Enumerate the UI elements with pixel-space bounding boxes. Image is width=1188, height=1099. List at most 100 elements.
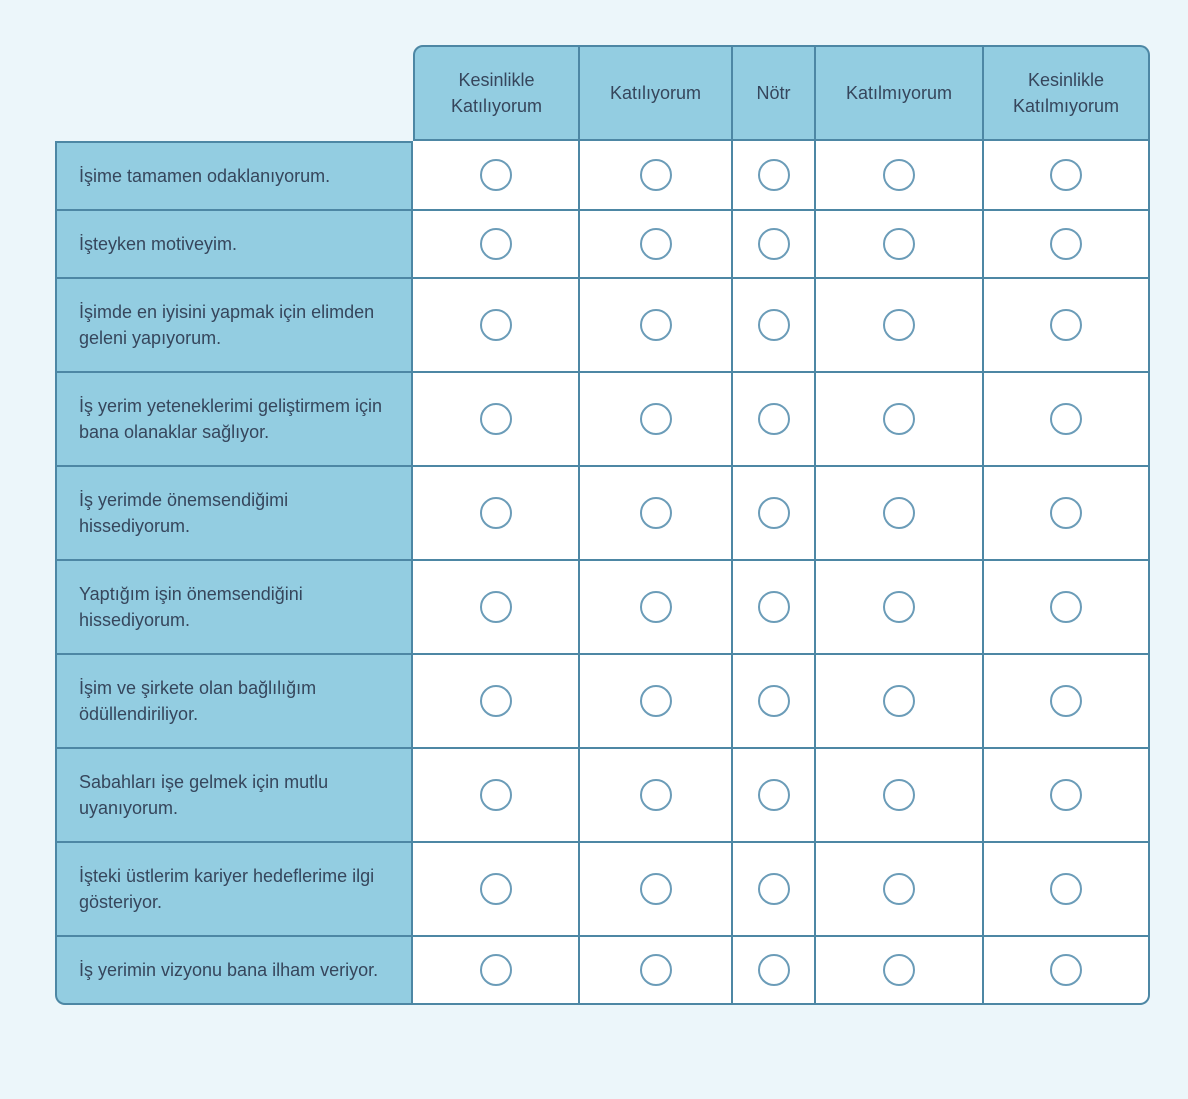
option-cell-agree[interactable] xyxy=(580,561,733,655)
radio-button[interactable] xyxy=(1050,685,1082,717)
option-cell-strongly-agree[interactable] xyxy=(413,141,580,211)
option-cell-disagree[interactable] xyxy=(816,279,984,373)
radio-button[interactable] xyxy=(479,954,512,986)
option-cell-agree[interactable] xyxy=(580,141,733,211)
radio-button[interactable] xyxy=(757,954,790,986)
option-cell-strongly-agree[interactable] xyxy=(413,655,580,749)
radio-button[interactable] xyxy=(639,497,672,529)
option-cell-strongly-agree[interactable] xyxy=(413,843,580,937)
option-cell-strongly-disagree[interactable] xyxy=(984,279,1150,373)
radio-button[interactable] xyxy=(479,779,512,811)
radio-button[interactable] xyxy=(479,685,512,717)
option-cell-disagree[interactable] xyxy=(816,561,984,655)
option-cell-neutral[interactable] xyxy=(733,937,816,1005)
option-cell-strongly-disagree[interactable] xyxy=(984,749,1150,843)
option-cell-strongly-disagree[interactable] xyxy=(984,373,1150,467)
option-cell-agree[interactable] xyxy=(580,467,733,561)
radio-button[interactable] xyxy=(883,497,915,529)
option-cell-strongly-agree[interactable] xyxy=(413,937,580,1005)
option-cell-neutral[interactable] xyxy=(733,211,816,279)
option-cell-disagree[interactable] xyxy=(816,211,984,279)
radio-button[interactable] xyxy=(1050,779,1082,811)
option-cell-strongly-disagree[interactable] xyxy=(984,467,1150,561)
option-cell-neutral[interactable] xyxy=(733,141,816,211)
option-cell-neutral[interactable] xyxy=(733,561,816,655)
radio-button[interactable] xyxy=(883,228,915,260)
option-cell-neutral[interactable] xyxy=(733,749,816,843)
radio-button[interactable] xyxy=(1050,403,1082,435)
radio-button[interactable] xyxy=(757,497,790,529)
radio-button[interactable] xyxy=(479,403,512,435)
option-cell-agree[interactable] xyxy=(580,749,733,843)
radio-button[interactable] xyxy=(479,497,512,529)
option-cell-agree[interactable] xyxy=(580,655,733,749)
option-cell-strongly-disagree[interactable] xyxy=(984,141,1150,211)
radio-button[interactable] xyxy=(479,309,512,341)
radio-button[interactable] xyxy=(757,228,790,260)
option-cell-disagree[interactable] xyxy=(816,467,984,561)
option-cell-agree[interactable] xyxy=(580,843,733,937)
option-cell-strongly-disagree[interactable] xyxy=(984,655,1150,749)
option-cell-agree[interactable] xyxy=(580,373,733,467)
option-cell-agree[interactable] xyxy=(580,279,733,373)
option-cell-neutral[interactable] xyxy=(733,843,816,937)
radio-button[interactable] xyxy=(639,403,672,435)
option-cell-neutral[interactable] xyxy=(733,467,816,561)
option-cell-strongly-disagree[interactable] xyxy=(984,561,1150,655)
radio-button[interactable] xyxy=(883,685,915,717)
radio-button[interactable] xyxy=(1050,954,1082,986)
option-cell-disagree[interactable] xyxy=(816,937,984,1005)
radio-button[interactable] xyxy=(757,591,790,623)
radio-button[interactable] xyxy=(639,779,672,811)
radio-button[interactable] xyxy=(757,779,790,811)
radio-button[interactable] xyxy=(479,228,512,260)
radio-button[interactable] xyxy=(479,873,512,905)
radio-button[interactable] xyxy=(1050,873,1082,905)
radio-button[interactable] xyxy=(479,591,512,623)
option-cell-strongly-agree[interactable] xyxy=(413,749,580,843)
radio-button[interactable] xyxy=(1050,497,1082,529)
radio-button[interactable] xyxy=(639,159,672,191)
radio-button[interactable] xyxy=(639,591,672,623)
option-cell-disagree[interactable] xyxy=(816,373,984,467)
option-cell-disagree[interactable] xyxy=(816,655,984,749)
radio-button[interactable] xyxy=(883,779,915,811)
radio-button[interactable] xyxy=(1050,591,1082,623)
radio-button[interactable] xyxy=(883,954,915,986)
radio-button[interactable] xyxy=(757,309,790,341)
radio-button[interactable] xyxy=(883,309,915,341)
option-cell-disagree[interactable] xyxy=(816,749,984,843)
option-cell-neutral[interactable] xyxy=(733,279,816,373)
radio-button[interactable] xyxy=(639,873,672,905)
radio-button[interactable] xyxy=(757,685,790,717)
option-cell-strongly-agree[interactable] xyxy=(413,211,580,279)
radio-button[interactable] xyxy=(757,403,790,435)
radio-button[interactable] xyxy=(479,159,512,191)
radio-button[interactable] xyxy=(757,159,790,191)
option-cell-strongly-agree[interactable] xyxy=(413,561,580,655)
radio-button[interactable] xyxy=(639,685,672,717)
radio-button[interactable] xyxy=(883,159,915,191)
radio-button[interactable] xyxy=(1050,309,1082,341)
option-cell-strongly-agree[interactable] xyxy=(413,467,580,561)
radio-button[interactable] xyxy=(883,403,915,435)
radio-button[interactable] xyxy=(1050,159,1082,191)
option-cell-disagree[interactable] xyxy=(816,843,984,937)
radio-button[interactable] xyxy=(639,228,672,260)
option-cell-strongly-disagree[interactable] xyxy=(984,211,1150,279)
radio-button[interactable] xyxy=(883,591,915,623)
radio-button[interactable] xyxy=(639,309,672,341)
option-cell-strongly-disagree[interactable] xyxy=(984,843,1150,937)
radio-button[interactable] xyxy=(883,873,915,905)
option-cell-strongly-disagree[interactable] xyxy=(984,937,1150,1005)
option-cell-strongly-agree[interactable] xyxy=(413,279,580,373)
option-cell-neutral[interactable] xyxy=(733,655,816,749)
option-cell-strongly-agree[interactable] xyxy=(413,373,580,467)
option-cell-neutral[interactable] xyxy=(733,373,816,467)
option-cell-agree[interactable] xyxy=(580,211,733,279)
radio-button[interactable] xyxy=(639,954,672,986)
radio-button[interactable] xyxy=(1050,228,1082,260)
radio-button[interactable] xyxy=(757,873,790,905)
option-cell-disagree[interactable] xyxy=(816,141,984,211)
option-cell-agree[interactable] xyxy=(580,937,733,1005)
